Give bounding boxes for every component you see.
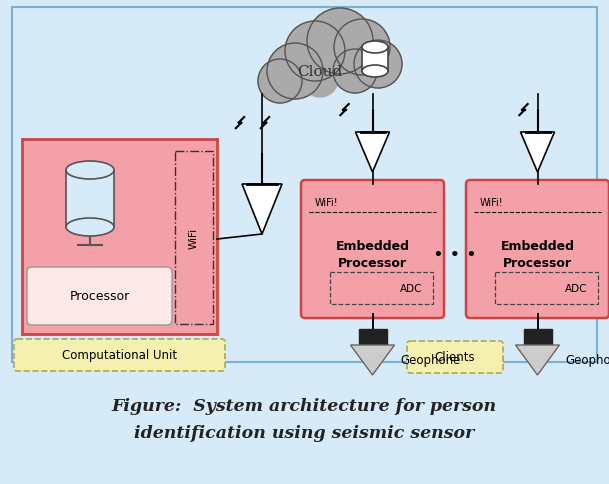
FancyBboxPatch shape — [301, 181, 444, 318]
Text: Geophone: Geophone — [401, 354, 461, 367]
Text: Embedded
Processor: Embedded Processor — [336, 240, 409, 270]
Polygon shape — [521, 133, 555, 173]
Ellipse shape — [66, 219, 114, 237]
Text: Cloud: Cloud — [297, 65, 343, 79]
Circle shape — [307, 9, 373, 75]
Text: ADC: ADC — [565, 284, 587, 293]
Bar — [524, 329, 552, 345]
FancyBboxPatch shape — [27, 268, 172, 325]
Text: WiFi!: WiFi! — [315, 197, 339, 208]
Circle shape — [334, 20, 390, 76]
Text: Clients: Clients — [435, 351, 475, 364]
Polygon shape — [515, 345, 560, 375]
Text: WiFi!: WiFi! — [480, 197, 504, 208]
FancyBboxPatch shape — [407, 341, 503, 373]
Circle shape — [354, 41, 402, 89]
Text: • • •: • • • — [433, 245, 477, 263]
Bar — [362, 48, 388, 72]
FancyBboxPatch shape — [22, 140, 217, 334]
Polygon shape — [356, 133, 390, 173]
Circle shape — [258, 60, 302, 104]
Circle shape — [285, 22, 345, 82]
Text: Figure:  System architecture for person: Figure: System architecture for person — [111, 397, 496, 414]
Polygon shape — [242, 184, 282, 235]
FancyBboxPatch shape — [12, 8, 597, 362]
Circle shape — [267, 44, 323, 100]
Text: Embedded
Processor: Embedded Processor — [501, 240, 574, 270]
Ellipse shape — [362, 42, 388, 54]
Text: Processor: Processor — [69, 290, 130, 303]
Ellipse shape — [66, 162, 114, 180]
Text: Geophone: Geophone — [566, 354, 609, 367]
FancyBboxPatch shape — [466, 181, 609, 318]
Text: WiFi: WiFi — [189, 227, 199, 249]
Bar — [66, 171, 114, 227]
Text: ADC: ADC — [400, 284, 422, 293]
Circle shape — [333, 50, 377, 94]
FancyBboxPatch shape — [14, 339, 225, 371]
Circle shape — [302, 62, 338, 98]
Text: Computational Unit: Computational Unit — [62, 349, 177, 362]
Text: identification using seismic sensor: identification using seismic sensor — [134, 424, 474, 441]
Polygon shape — [351, 345, 395, 375]
Bar — [359, 329, 387, 345]
Ellipse shape — [362, 66, 388, 78]
